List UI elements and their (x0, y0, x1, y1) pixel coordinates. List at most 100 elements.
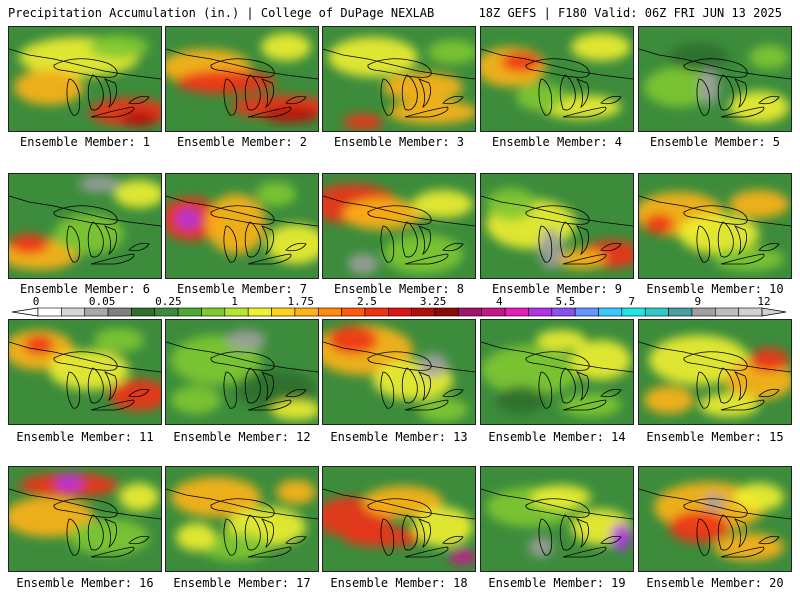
precip-contour-blob (176, 523, 216, 551)
precipitation-field (9, 467, 161, 571)
colorbar-tick-label: 9 (695, 295, 702, 308)
precip-contour-blob (496, 386, 546, 414)
map-outlines (166, 195, 318, 265)
precip-contour-blob (501, 52, 541, 72)
precip-contour-blob (714, 247, 784, 271)
map-outlines (9, 341, 161, 411)
map-outlines (481, 48, 633, 118)
colorbar-swatch (107, 307, 132, 317)
colorbar-swatch (668, 307, 693, 317)
precip-contour-blob (348, 254, 378, 274)
map-outlines (323, 48, 475, 118)
map-outlines (323, 488, 475, 558)
colorbar-swatch (458, 307, 483, 317)
ensemble-member-map (322, 26, 476, 132)
ensemble-member-map (322, 173, 476, 279)
precipitation-field (166, 174, 318, 278)
colorbar-swatch (201, 307, 226, 317)
precip-contour-blob (481, 345, 581, 395)
ensemble-member-map (8, 26, 162, 132)
precipitation-field (323, 27, 475, 131)
precip-contour-blob (94, 328, 144, 352)
precipitation-field (639, 467, 791, 571)
ensemble-member-map (8, 173, 162, 279)
precip-contour-blob (226, 330, 266, 350)
ensemble-member-label: Ensemble Member: 2 (176, 135, 308, 149)
precipitation-field (9, 320, 161, 424)
colorbar-swatch (294, 307, 319, 317)
ensemble-member-label: Ensemble Member: 8 (333, 282, 465, 296)
precip-contour-blob (9, 234, 49, 254)
colorbar-swatch (574, 307, 599, 317)
ensemble-member-label: Ensemble Member: 10 (646, 282, 784, 296)
map-outlines (323, 341, 475, 411)
ensemble-member-label: Ensemble Member: 16 (16, 576, 154, 590)
precip-contour-blob (89, 35, 149, 59)
ensemble-member-label: Ensemble Member: 7 (176, 282, 308, 296)
precipitation-field (481, 320, 633, 424)
colorbar-swatch (131, 307, 156, 317)
precip-contour-blob (9, 497, 94, 537)
precip-contour-blob (388, 100, 475, 124)
precip-contour-blob (729, 190, 789, 218)
colorbar-tick-label: 0.05 (89, 295, 116, 308)
precip-contour-blob (206, 194, 266, 254)
precipitation-field (481, 174, 633, 278)
colorbar-swatch (154, 307, 179, 317)
map-outlines (166, 341, 318, 411)
ensemble-member-map (165, 319, 319, 425)
precip-contour-blob (276, 480, 316, 504)
precipitation-field (639, 174, 791, 278)
ensemble-member-map (638, 319, 792, 425)
precip-contour-blob (704, 494, 724, 510)
colorbar-tick-label: 3.25 (420, 295, 447, 308)
ensemble-member-label: Ensemble Member: 18 (330, 576, 468, 590)
precip-contour-blob (699, 69, 719, 105)
precipitation-field (9, 174, 161, 278)
colorbar-swatch (691, 307, 716, 317)
map-outlines (166, 488, 318, 558)
colorbar-tick-label: 1 (231, 295, 238, 308)
precip-contour-blob (428, 40, 475, 64)
map-outlines (323, 195, 475, 265)
precipitation-field (481, 467, 633, 571)
precip-contour-blob (69, 519, 149, 555)
precip-contour-blob (644, 214, 674, 234)
precip-contour-blob (699, 393, 759, 417)
precip-contour-blob (261, 33, 311, 61)
precip-contour-blob (571, 33, 631, 61)
ensemble-member-map (322, 319, 476, 425)
map-outlines (639, 341, 791, 411)
ensemble-member-map (480, 466, 634, 572)
colorbar-min-arrow (11, 307, 39, 317)
colorbar-swatch (271, 307, 296, 317)
precip-contour-blob (516, 83, 566, 111)
colorbar-swatch (481, 307, 506, 317)
precip-contour-blob (649, 335, 749, 385)
ensemble-member-label: Ensemble Member: 4 (491, 135, 623, 149)
precip-contour-blob (266, 224, 318, 264)
ensemble-member-label: Ensemble Member: 6 (19, 282, 151, 296)
map-outlines (166, 48, 318, 118)
precipitation-field (323, 467, 475, 571)
colorbar-swatch (84, 307, 109, 317)
ensemble-member-map (322, 466, 476, 572)
colorbar-max-arrow (761, 307, 787, 317)
precip-contour-blob (121, 111, 157, 127)
colorbar-swatch (598, 307, 623, 317)
colorbar-tick-label: 0.25 (155, 295, 182, 308)
ensemble-member-label: Ensemble Member: 17 (173, 576, 311, 590)
ensemble-member-label: Ensemble Member: 20 (646, 576, 784, 590)
precip-contour-blob (114, 180, 161, 208)
precip-contour-blob (24, 335, 54, 355)
run-valid-time: 18Z GEFS | F180 Valid: 06Z FRI JUN 13 20… (478, 6, 782, 20)
map-outlines (639, 195, 791, 265)
colorbar-swatch (364, 307, 389, 317)
colorbar-swatch (411, 307, 436, 317)
colorbar-swatch (317, 307, 342, 317)
ensemble-member-label: Ensemble Member: 5 (649, 135, 781, 149)
ensemble-member-label: Ensemble Member: 15 (646, 430, 784, 444)
ensemble-member-label: Ensemble Member: 3 (333, 135, 465, 149)
ensemble-member-map (480, 173, 634, 279)
precip-contour-blob (531, 485, 591, 509)
